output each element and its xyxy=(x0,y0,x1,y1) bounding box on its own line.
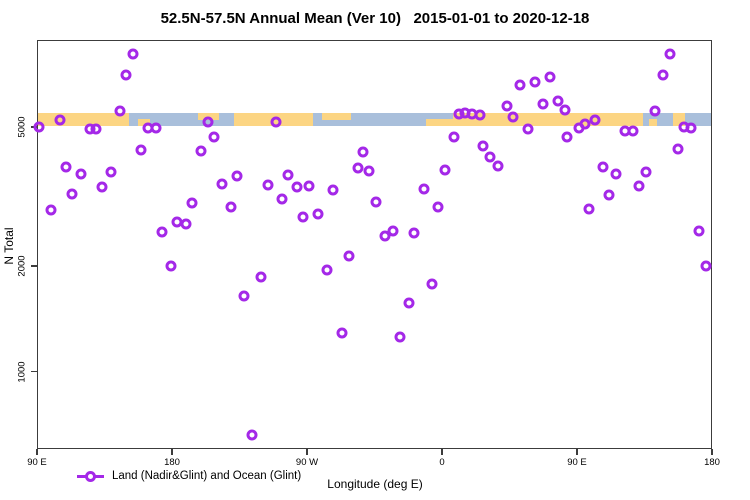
band-ocean-segment xyxy=(643,113,649,126)
y-tick xyxy=(31,370,37,373)
y-tick-label: 1000 xyxy=(16,361,28,383)
x-tick-label: 0 xyxy=(439,457,445,468)
plot-area: Land (Nadir&Glint) and Ocean (Glint) xyxy=(37,40,712,482)
x-axis-title: Longitude (deg E) xyxy=(327,477,423,491)
band-land-segment xyxy=(37,113,129,126)
band-ocean-segment xyxy=(313,113,322,126)
band-land-segment xyxy=(649,113,657,126)
band-ocean-segment xyxy=(149,113,198,126)
band-land-segment xyxy=(137,113,150,126)
x-tick-label: 180 xyxy=(164,457,180,468)
x-tick xyxy=(711,449,713,455)
y-tick xyxy=(31,126,37,128)
y-tick-label: 2000 xyxy=(16,255,28,277)
x-tick-label: 180 xyxy=(704,457,720,468)
band-ocean-segment xyxy=(218,113,234,126)
legend-label: Land (Nadir&Glint) and Ocean (Glint) xyxy=(112,470,302,482)
x-tick-label: 90 W xyxy=(295,457,319,468)
x-tick xyxy=(36,449,38,455)
x-tick xyxy=(441,449,443,455)
x-tick-label: 90 E xyxy=(567,457,587,468)
band-ocean-segment xyxy=(685,113,712,126)
legend-circle-marker xyxy=(85,470,96,482)
band-land-segment xyxy=(425,113,453,126)
land-ocean-band xyxy=(37,113,712,126)
x-tick xyxy=(576,449,578,455)
y-axis-title: N Total xyxy=(2,227,16,265)
band-land-segment xyxy=(322,113,351,126)
x-tick xyxy=(171,449,173,455)
band-ocean-segment xyxy=(128,113,138,126)
y-tick xyxy=(31,265,37,268)
band-ocean-segment xyxy=(350,113,426,126)
band-ocean-segment xyxy=(656,113,673,126)
band-land-segment xyxy=(233,113,313,126)
band-land-segment xyxy=(673,113,685,126)
x-tick xyxy=(306,449,308,455)
x-tick-label: 90 E xyxy=(27,457,47,468)
y-tick-label: 5000 xyxy=(16,116,28,138)
band-land-segment xyxy=(197,113,219,126)
band-land-segment xyxy=(452,113,643,126)
chart-title: 52.5N-57.5N Annual Mean (Ver 10) 2015-01… xyxy=(160,10,590,27)
